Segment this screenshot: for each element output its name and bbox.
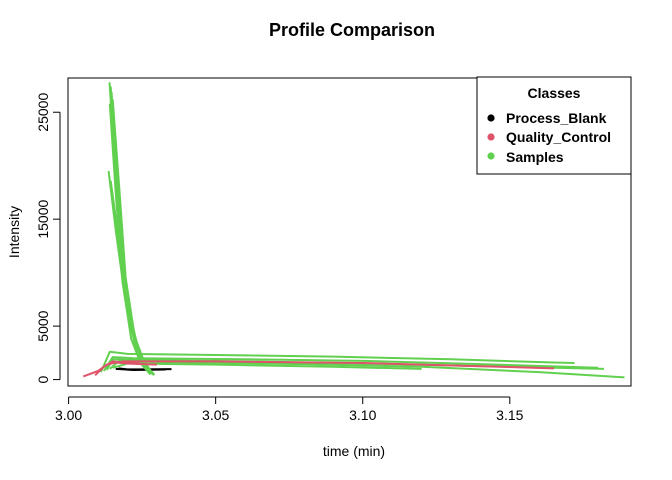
x-tick-label-3: 3.15 — [496, 407, 523, 423]
series-line-samples-14 — [103, 356, 599, 372]
legend-title: Classes — [528, 85, 581, 101]
series-line-samples-13 — [99, 350, 575, 373]
x-tick-label-1: 3.05 — [202, 407, 229, 423]
legend-entry-samples: Samples — [487, 149, 564, 165]
legend-label-samples: Samples — [506, 149, 564, 165]
legend-entry-quality-control: Quality_Control — [487, 129, 611, 145]
legend-marker-process-blank — [487, 114, 495, 122]
y-tick-label-1: 5000 — [35, 310, 51, 341]
series-line-process-blank-1 — [115, 367, 166, 371]
y-tick-label-0: 0 — [35, 375, 51, 383]
plot-lines — [82, 82, 625, 379]
legend-label-process-blank: Process_Blank — [506, 110, 607, 126]
plot-frame — [67, 77, 632, 387]
legend-entry-process-blank: Process_Blank — [487, 110, 607, 126]
x-axis-label: time (min) — [323, 443, 385, 459]
y-tick-label-2: 15000 — [35, 199, 51, 238]
y-axis-label: Intensity — [6, 206, 22, 258]
legend-marker-quality-control — [487, 133, 495, 141]
legend-marker-samples — [487, 152, 495, 160]
legend-box — [476, 76, 632, 175]
series-line-samples-17 — [112, 362, 422, 370]
series-line-samples-10 — [107, 170, 155, 375]
series-line-quality-control-3 — [94, 360, 140, 377]
x-axis: 3.00 3.05 3.10 3.15 — [55, 396, 524, 423]
series-line-quality-control-4 — [121, 360, 554, 370]
y-tick-label-3: 25000 — [35, 93, 51, 132]
x-tick-label-0: 3.00 — [55, 407, 82, 423]
y-axis: 0 5000 15000 25000 — [35, 93, 61, 383]
x-tick-label-2: 3.10 — [349, 407, 376, 423]
legend: Classes Process_Blank Quality_Control Sa… — [476, 76, 632, 175]
chart-title: Profile Comparison — [269, 20, 435, 40]
legend-label-quality-control: Quality_Control — [506, 129, 611, 145]
series-line-samples-12 — [111, 191, 155, 376]
